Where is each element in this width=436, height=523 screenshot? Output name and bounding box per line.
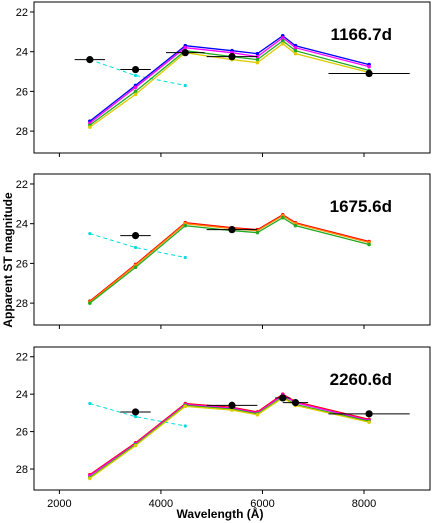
- dashed-point: [88, 401, 92, 406]
- dashed-point: [133, 415, 138, 419]
- model-line: [89, 42, 370, 128]
- panel-frame: [33, 346, 431, 491]
- y-tick-label: 22: [16, 179, 28, 191]
- y-tick-label: 26: [16, 427, 28, 439]
- y-tick-label: 28: [16, 126, 28, 138]
- model-point: [293, 48, 298, 53]
- x-axis-title: Wavelength (Å): [177, 506, 264, 521]
- epoch-label: 2260.6d: [330, 370, 392, 389]
- model-line: [89, 34, 370, 122]
- dashed-point: [133, 73, 138, 78]
- x-tick-label: 2000: [47, 498, 71, 510]
- observed-point: [131, 232, 140, 240]
- epoch-label: 1675.6d: [330, 197, 392, 216]
- epoch-label: 1166.7d: [331, 25, 392, 44]
- model-point: [367, 242, 371, 247]
- observed-point: [228, 53, 236, 61]
- dashed-series: [89, 403, 186, 427]
- model-line: [89, 216, 370, 304]
- model-point: [133, 265, 138, 270]
- observed-point: [181, 49, 189, 57]
- panel-1: 22 24 26 28 1166.7d: [16, 1, 431, 157]
- panel-frame: [33, 1, 431, 154]
- model-point: [293, 223, 298, 228]
- observed-point: [228, 226, 236, 234]
- observed-point: [131, 408, 140, 416]
- model-point: [255, 230, 260, 235]
- y-tick-label: 24: [16, 219, 28, 231]
- dashed-point: [183, 255, 187, 260]
- y-tick-label: 26: [16, 86, 28, 98]
- observed-point: [365, 410, 373, 418]
- model-point: [133, 85, 138, 90]
- model-line: [89, 36, 370, 124]
- model-point: [88, 301, 92, 305]
- observed-point: [86, 56, 94, 64]
- model-point: [255, 412, 260, 417]
- model-point: [88, 125, 92, 129]
- model-point: [293, 51, 298, 56]
- model-line: [89, 39, 370, 126]
- observed-point: [228, 401, 236, 409]
- model-point: [280, 38, 285, 43]
- y-tick-label: 28: [16, 464, 28, 476]
- dashed-point: [88, 232, 92, 236]
- panel-3: 22 24 26 28 2260.6d: [16, 346, 431, 494]
- x-axis: 2000 4000 6000 8000: [47, 498, 376, 510]
- model-point: [367, 64, 371, 69]
- model-point: [255, 51, 260, 56]
- model-point: [280, 35, 285, 40]
- y-tick-label: 22: [16, 7, 28, 19]
- model-point: [133, 92, 138, 97]
- observed-point: [131, 65, 140, 74]
- panels: 222426281166.7d222426281675.6d2224262822…: [16, 1, 431, 494]
- model-point: [133, 443, 138, 448]
- observed-point: [365, 69, 373, 78]
- observed-point: [279, 394, 287, 402]
- panel-2: 22 24 26 28 1675.6d: [16, 173, 431, 329]
- model-point: [183, 45, 188, 50]
- model-point: [255, 60, 260, 65]
- dashed-series: [89, 59, 186, 86]
- model-point: [280, 215, 285, 220]
- x-tick-label: 8000: [352, 498, 376, 510]
- x-tick-label: 6000: [250, 498, 274, 510]
- model-point: [88, 476, 92, 481]
- panel-frame: [33, 173, 431, 326]
- model-point: [230, 408, 234, 412]
- model-point: [183, 223, 188, 228]
- x-tick-label: 4000: [149, 498, 173, 510]
- model-point: [133, 89, 138, 94]
- dashed-point: [183, 83, 187, 88]
- dashed-point: [133, 245, 138, 250]
- model-point: [255, 57, 260, 62]
- model-line: [89, 213, 370, 302]
- y-tick-label: 22: [16, 352, 28, 364]
- model-point: [183, 404, 188, 409]
- y-tick-label: 28: [16, 298, 28, 310]
- model-point: [367, 420, 371, 425]
- y-tick-label: 24: [16, 389, 28, 401]
- y-tick-label: 26: [16, 258, 28, 270]
- model-point: [293, 45, 298, 50]
- model-point: [280, 41, 285, 46]
- dashed-series: [89, 233, 186, 258]
- observed-point: [291, 398, 300, 407]
- y-tick-label: 24: [16, 47, 28, 59]
- dashed-point: [183, 424, 187, 428]
- y-axis-title: Apparent ST magnitude: [1, 192, 15, 328]
